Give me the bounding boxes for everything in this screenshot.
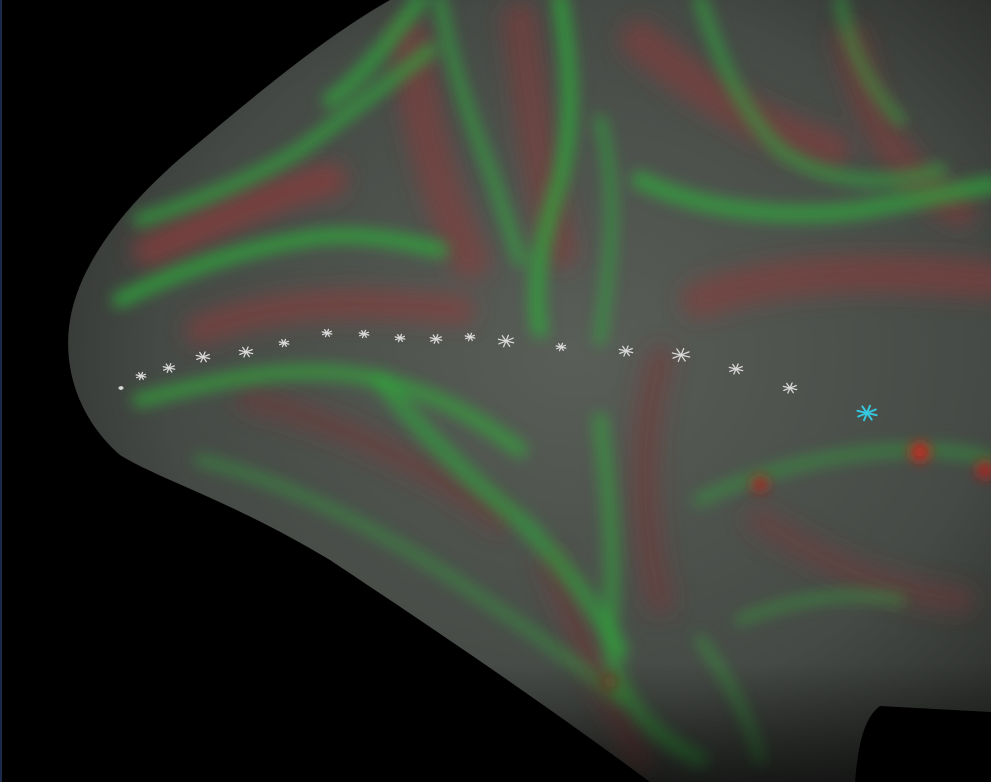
- marker-asterisk-icon[interactable]: [321, 328, 333, 338]
- marker-asterisk-icon[interactable]: [118, 385, 124, 391]
- marker-trace[interactable]: [118, 328, 878, 422]
- marker-asterisk-icon[interactable]: [162, 363, 176, 373]
- marker-asterisk-icon[interactable]: [555, 342, 567, 352]
- marker-asterisk-icon[interactable]: [464, 332, 476, 342]
- marker-asterisk-icon[interactable]: [278, 338, 290, 348]
- marker-asterisk-icon[interactable]: [195, 351, 211, 363]
- marker-asterisk-icon[interactable]: [238, 346, 254, 358]
- active-marker-asterisk-icon[interactable]: [856, 404, 878, 422]
- marker-asterisk-icon[interactable]: [671, 347, 691, 363]
- marker-asterisk-icon[interactable]: [358, 329, 370, 339]
- marker-asterisk-icon[interactable]: [618, 345, 634, 357]
- marker-asterisk-icon[interactable]: [728, 363, 744, 375]
- marker-asterisk-icon[interactable]: [497, 334, 515, 348]
- marker-asterisk-icon[interactable]: [135, 371, 147, 381]
- marker-asterisk-icon[interactable]: [782, 382, 798, 394]
- window-edge-line: [0, 0, 2, 782]
- marker-asterisk-icon[interactable]: [429, 334, 443, 344]
- marker-asterisk-icon[interactable]: [394, 333, 406, 343]
